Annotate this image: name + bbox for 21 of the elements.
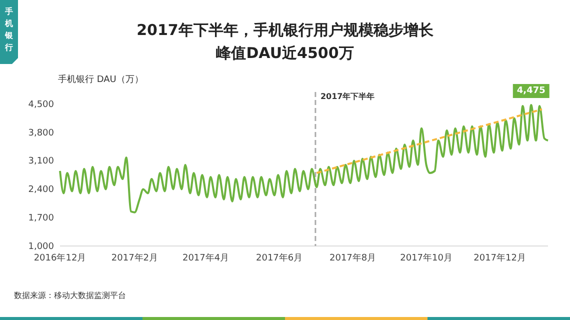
source-note: 数据来源：移动大数据监测平台	[14, 291, 126, 300]
x-tick-label: 2017年2月	[111, 252, 158, 264]
y-tick-label: 3,100	[28, 156, 54, 167]
y-tick-label: 1,000	[28, 242, 54, 252]
x-tick-label: 2016年12月	[34, 252, 86, 264]
x-tick-label: 2017年8月	[329, 252, 376, 264]
x-tick-label: 2017年10月	[400, 252, 452, 264]
y-tick-label: 2,400	[28, 185, 54, 196]
line-series	[59, 104, 549, 214]
y-tick-label: 3,800	[28, 128, 54, 138]
ref-line-label: 2017年下半年	[320, 92, 375, 101]
x-tick-label: 2017年6月	[256, 252, 303, 264]
chart-subtitle: 峰值DAU近4500万	[216, 44, 354, 62]
chart-title: 2017年下半年，手机银行用户规模稳步增长	[136, 21, 434, 39]
y-tick-label: 4,500	[28, 100, 54, 110]
x-tick-label: 2017年4月	[182, 252, 230, 264]
y-axis-title: 手机银行 DAU（万）	[58, 74, 144, 85]
text: 手机银行	[4, 7, 14, 52]
annotation: 4,475	[516, 86, 546, 96]
y-tick-label: 1,700	[28, 213, 54, 224]
x-tick-label: 2017年12月	[474, 252, 526, 264]
